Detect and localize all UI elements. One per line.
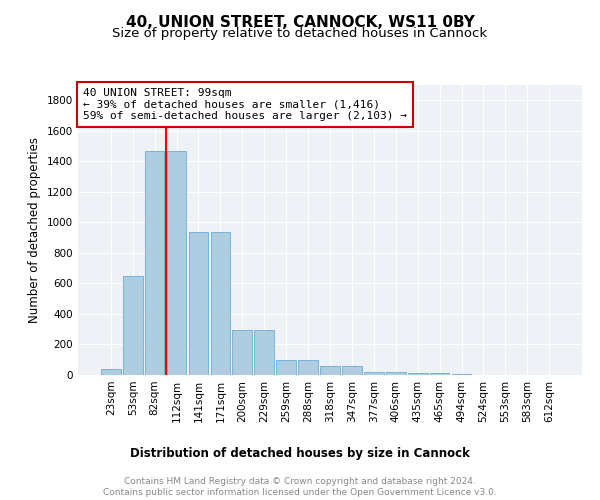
Bar (408, 372, 428, 375)
Bar (430, 372, 449, 375)
Bar (232, 330, 252, 375)
Bar (386, 372, 406, 375)
Bar (276, 360, 296, 375)
Bar (123, 276, 143, 375)
Y-axis label: Number of detached properties: Number of detached properties (28, 137, 41, 323)
Bar (254, 330, 274, 375)
Bar (167, 150, 187, 375)
Text: Size of property relative to detached houses in Cannock: Size of property relative to detached ho… (112, 28, 488, 40)
Text: 40, UNION STREET, CANNOCK, WS11 0BY: 40, UNION STREET, CANNOCK, WS11 0BY (125, 15, 475, 30)
Bar (342, 366, 362, 375)
Text: 40 UNION STREET: 99sqm
← 39% of detached houses are smaller (1,416)
59% of semi-: 40 UNION STREET: 99sqm ← 39% of detached… (83, 88, 407, 121)
Bar (452, 374, 472, 375)
Text: Distribution of detached houses by size in Cannock: Distribution of detached houses by size … (130, 448, 470, 460)
Bar (364, 372, 384, 375)
Bar (188, 232, 208, 375)
Bar (320, 366, 340, 375)
Bar (101, 369, 121, 375)
Text: Contains HM Land Registry data © Crown copyright and database right 2024.
Contai: Contains HM Land Registry data © Crown c… (103, 478, 497, 497)
Bar (145, 150, 164, 375)
Bar (211, 232, 230, 375)
Bar (298, 360, 318, 375)
